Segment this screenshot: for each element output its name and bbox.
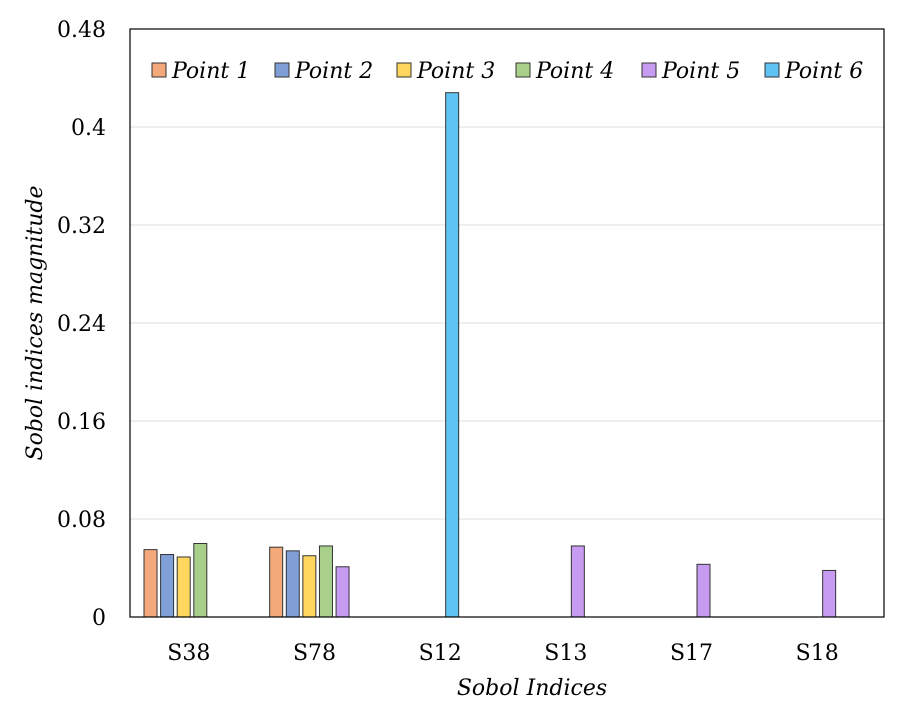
x-tick-label: S17 xyxy=(670,641,713,666)
legend-label: Point 5 xyxy=(661,59,740,84)
bar-s78-point-4 xyxy=(318,545,333,618)
legend-label: Point 4 xyxy=(535,59,614,84)
x-tick-labels: S38 S78 S12 S13 S17 S18 xyxy=(167,641,838,666)
y-axis-title: Sobol indices magnitude xyxy=(23,186,48,461)
y-tick-label: 0.08 xyxy=(57,508,106,533)
bar-s13-point-5 xyxy=(570,545,585,618)
legend-swatch xyxy=(764,62,780,78)
x-tick-label: S12 xyxy=(419,641,462,666)
bar-s78-point-3 xyxy=(302,555,317,618)
legend-swatch xyxy=(274,62,290,78)
plot-frame xyxy=(129,28,885,618)
bar-s38-point-3 xyxy=(176,556,191,618)
legend-label: Point 6 xyxy=(784,59,863,84)
legend-swatch xyxy=(515,62,531,78)
bar-s38-point-1 xyxy=(143,549,158,618)
legend: Point 1 Point 2 Point 3 Point 4 Point 5 Point… xyxy=(151,59,863,84)
x-axis-title: Sobol Indices xyxy=(457,676,607,701)
bar-s38-point-2 xyxy=(160,554,175,618)
x-tick-label: S78 xyxy=(293,641,336,666)
bar-s12-point-6 xyxy=(445,92,460,618)
legend-swatch xyxy=(396,62,412,78)
grid-lines xyxy=(130,126,884,520)
bar-s38-point-4 xyxy=(193,543,208,618)
y-tick-label: 0.16 xyxy=(57,410,106,435)
bar-s17-point-5 xyxy=(696,563,711,618)
bars xyxy=(143,92,837,618)
x-tick-label: S18 xyxy=(796,641,839,666)
y-tick-label: 0.32 xyxy=(57,214,106,239)
bar-s78-point-1 xyxy=(269,546,284,618)
legend-swatch xyxy=(641,62,657,78)
y-tick-label: 0.48 xyxy=(57,18,106,43)
legend-label: Point 3 xyxy=(416,59,495,84)
x-tick-label: S38 xyxy=(167,641,210,666)
legend-label: Point 2 xyxy=(294,59,373,84)
legend-swatch xyxy=(151,62,167,78)
bar-s78-point-5 xyxy=(335,566,350,618)
y-tick-label: 0.24 xyxy=(57,312,106,337)
y-tick-labels: 0 0.08 0.16 0.24 0.32 0.4 0.48 xyxy=(57,18,106,631)
y-tick-label: 0.4 xyxy=(71,116,106,141)
bar-s18-point-5 xyxy=(822,569,837,618)
legend-label: Point 1 xyxy=(171,59,250,84)
y-tick-label: 0 xyxy=(92,606,106,631)
bar-s78-point-2 xyxy=(285,550,300,618)
x-tick-label: S13 xyxy=(544,641,587,666)
